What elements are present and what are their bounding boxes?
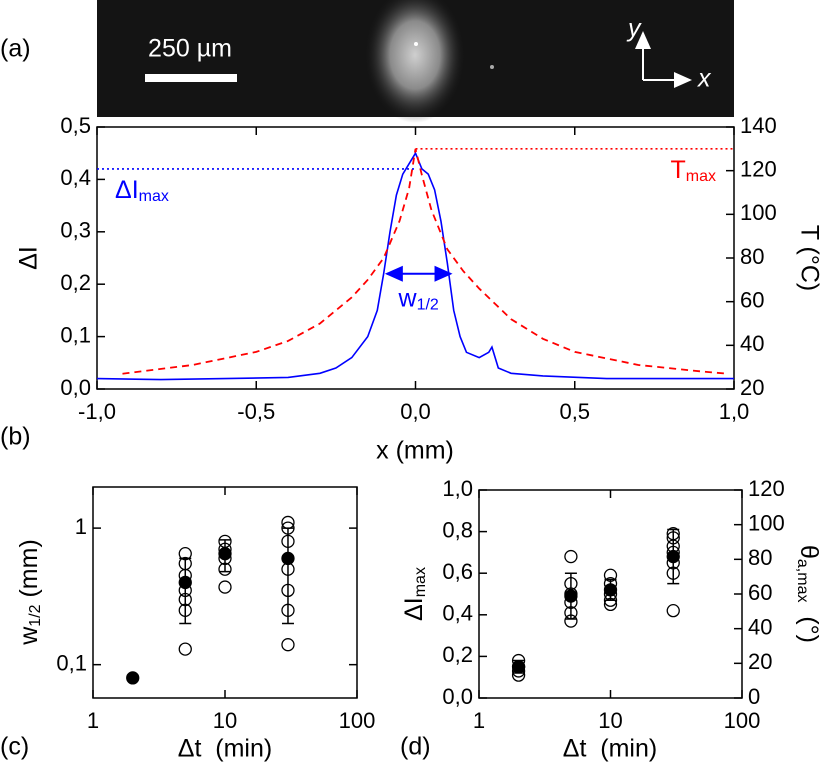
label-unit: (mm) (15, 539, 43, 604)
mean-point (126, 671, 140, 685)
sample-point (178, 642, 192, 656)
label-sub: max (412, 567, 429, 597)
error-bar (179, 557, 192, 625)
sample-point (666, 603, 680, 618)
scale-bar (145, 74, 237, 82)
label-unit: (°) (795, 602, 823, 643)
x-axis-label: Δt (min) (178, 735, 272, 763)
sample-point (281, 638, 295, 652)
panel-label: (b) (0, 423, 31, 451)
y2-tick-label: 140 (740, 113, 777, 138)
x-tick-label: 100 (339, 708, 376, 733)
y2-tick-label: 120 (748, 476, 785, 501)
y-tick-label: 0,5 (60, 113, 91, 138)
y-tick-label: 0,1 (56, 650, 87, 675)
y2-tick-label: 20 (740, 375, 764, 400)
label: T (°C) (795, 225, 823, 291)
speck (414, 42, 418, 46)
label: ΔI (15, 246, 43, 270)
micrograph-panel: (a) 250 µm y x (0, 0, 734, 123)
data-line (122, 148, 728, 375)
x-tick-label: 0,5 (559, 399, 590, 424)
mean-point (564, 589, 578, 603)
x-tick-label: 10 (213, 708, 237, 733)
mean-point (281, 551, 295, 566)
label: w1/2 (398, 284, 439, 314)
bright-spot (365, 0, 465, 123)
y-tick-label: 0,0 (60, 375, 91, 400)
label-main: w (398, 284, 418, 312)
y-tick-label: 1 (75, 514, 87, 539)
x-tick-label: 1 (87, 708, 99, 733)
label-main: ΔI (400, 597, 428, 621)
label-sub: a,max (794, 559, 811, 603)
y-tick-label: 0,0 (442, 684, 473, 709)
y-tick-label: 0,6 (442, 559, 473, 584)
sample-point (564, 549, 578, 564)
mean-point (603, 583, 618, 597)
label-main: θ (795, 545, 823, 559)
label-main: ΔI (115, 176, 139, 204)
x-axis-label: x (mm) (376, 437, 454, 465)
label-sub: max (139, 188, 169, 205)
x-tick-label: 1 (473, 708, 485, 733)
scale-bar-label: 250 µm (148, 35, 232, 63)
mean-point (511, 660, 526, 674)
label-sub: max (686, 168, 716, 185)
label-main: w (15, 626, 43, 646)
y2-tick-label: 80 (740, 244, 764, 269)
y-tick-label: 0,1 (60, 322, 91, 347)
x-tick-label: 100 (724, 708, 761, 733)
label: w1/2 (mm) (15, 539, 45, 646)
y2-tick-label: 120 (740, 156, 777, 181)
label-sub: 1/2 (27, 604, 44, 626)
y-tick-label: 0,3 (60, 218, 91, 243)
y-tick-label: 1,0 (442, 476, 473, 501)
y-tick-label: 0,2 (442, 642, 473, 667)
label: ΔImax (400, 567, 430, 621)
y2-tick-label: 100 (748, 510, 785, 535)
x-tick-label: 10 (598, 708, 622, 733)
mean-point (666, 549, 680, 564)
y2-tick-label: 0 (748, 684, 760, 709)
x-tick-label: 0,0 (400, 399, 431, 424)
axis-name: y (626, 15, 642, 43)
y2-tick-label: 80 (748, 545, 772, 570)
x-tick-label: -1,0 (78, 399, 116, 424)
sample-point (218, 580, 232, 594)
label-sub: 1/2 (417, 297, 439, 314)
x-tick-label: 1,0 (719, 399, 750, 424)
mean-point (218, 547, 232, 561)
label: Tmax (670, 155, 716, 185)
y2-tick-label: 40 (740, 331, 764, 356)
panel-label: (a) (0, 35, 31, 63)
y2-tick-label: 60 (740, 287, 764, 312)
y2-tick-label: 40 (748, 614, 772, 639)
y-tick-label: 0,2 (60, 270, 91, 295)
y-tick-label: 0,4 (442, 601, 473, 626)
x-tick-label: -0,5 (237, 399, 275, 424)
axis-name: x (697, 65, 712, 93)
x-axis-label: Δt (min) (563, 735, 657, 763)
data-line (96, 151, 734, 381)
y-tick-label: 0,8 (442, 517, 473, 542)
y-tick-label: 0,4 (60, 165, 91, 190)
speck (490, 65, 494, 69)
y2-tick-label: 100 (740, 200, 777, 225)
panel-label: (c) (0, 733, 29, 761)
label-main: T (670, 155, 685, 183)
y2-tick-label: 20 (748, 649, 772, 674)
mean-point (178, 575, 192, 590)
y2-tick-label: 60 (748, 580, 772, 605)
label: θa,max (°) (794, 545, 824, 643)
panel-label: (d) (400, 733, 431, 761)
label: ΔImax (115, 176, 169, 206)
plot-frame (96, 126, 735, 390)
error-bar (281, 527, 294, 625)
